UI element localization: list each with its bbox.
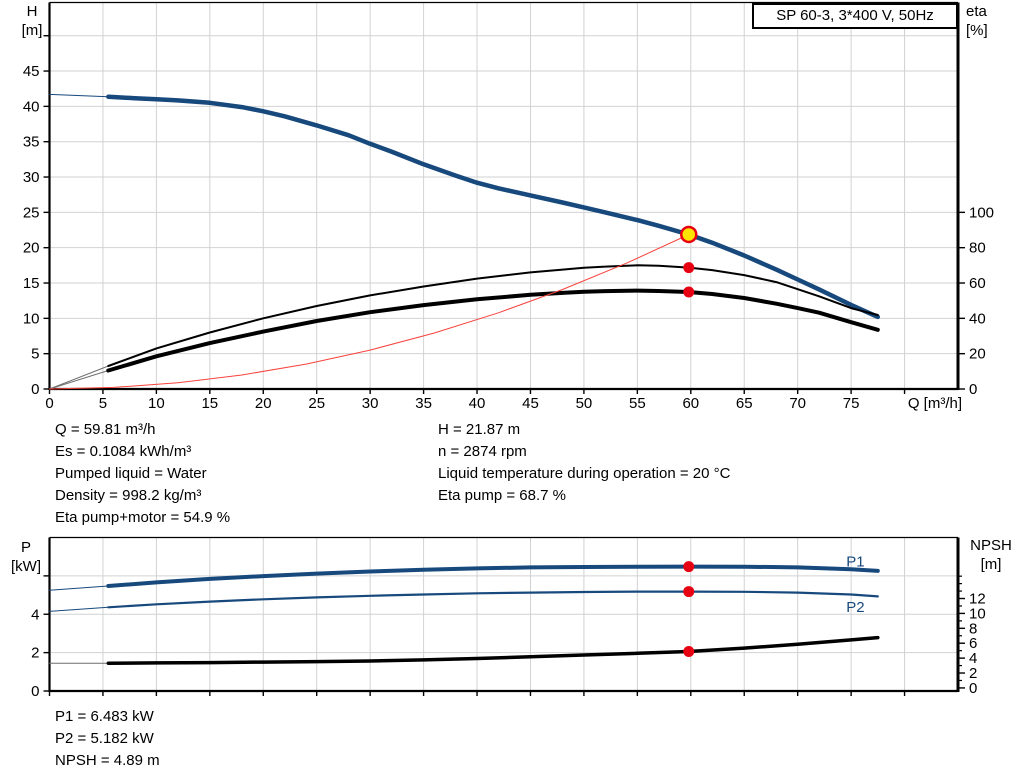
y-tick-label: 25: [23, 204, 40, 221]
info-line: Es = 0.1084 kWh/m³: [55, 443, 192, 460]
y-tick-label: 45: [23, 63, 40, 80]
x-tick-label: 25: [308, 395, 325, 412]
y-tick-label: 0: [31, 381, 39, 398]
y2-tick-label: 100: [969, 204, 994, 221]
p1-point-marker: [683, 561, 695, 573]
info-line: n = 2874 rpm: [438, 443, 527, 460]
info-line: Density = 998.2 kg/m³: [55, 487, 202, 504]
head-curve-extrapolation: [49, 93, 109, 98]
y2-tick-label: 0: [969, 680, 977, 697]
info-line: Q = 59.81 m³/h: [55, 421, 156, 438]
x-tick-label: 35: [415, 395, 432, 412]
y2-tick-label: 2: [969, 665, 977, 682]
npsh-point-marker: [683, 645, 695, 657]
info-line: Liquid temperature during operation = 20…: [438, 465, 731, 482]
p2-curve-extrapolation: [49, 606, 109, 612]
x-tick-label: 70: [789, 395, 806, 412]
y2-tick-label: 40: [969, 310, 986, 327]
y2-tick-label: 80: [969, 240, 986, 257]
y2-tick-label: 8: [969, 620, 977, 637]
power-npsh-info: P1 = 6.483 kW P2 = 5.182 kW NPSH = 4.89 m: [55, 706, 160, 772]
p-axis-label: P [kW]: [11, 539, 41, 575]
x-tick-label: 75: [843, 395, 860, 412]
system-curve: [49, 234, 690, 390]
h-axis-label: H [m]: [21, 3, 43, 39]
y-tick-label: 5: [31, 346, 39, 363]
npsh-curve: [106, 635, 880, 665]
info-line: Eta pump+motor = 54.9 %: [55, 509, 231, 526]
x-tick-label: 65: [736, 395, 753, 412]
info-line: Pumped liquid = Water: [55, 465, 207, 482]
p2-curve: [107, 590, 879, 609]
eta-axis-label: eta [%]: [966, 3, 988, 39]
info-line: P1 = 6.483 kW: [55, 708, 154, 725]
y-tick-label: 35: [23, 134, 40, 151]
y2-tick-label: 4: [969, 650, 977, 667]
p1-curve-extrapolation: [49, 585, 109, 591]
y-tick-label: 10: [23, 310, 40, 327]
curve-label-P1: P1: [846, 554, 864, 571]
x-tick-label: 0: [45, 395, 53, 412]
y-tick-label: 40: [23, 98, 40, 115]
pump-title-box: SP 60-3, 3*400 V, 50Hz: [752, 3, 958, 29]
head-curve: [106, 94, 881, 320]
x-tick-label: 10: [148, 395, 165, 412]
x-tick-label: 5: [99, 395, 107, 412]
info-line: P2 = 5.182 kW: [55, 730, 154, 747]
eta-pump-extrapolation: [49, 365, 109, 390]
p1-curve: [106, 564, 880, 588]
y-tick-label: 15: [23, 275, 40, 292]
y2-tick-label: 6: [969, 635, 977, 652]
x-tick-label: 60: [682, 395, 699, 412]
y2-tick-label: 0: [969, 381, 977, 398]
y-tick-label: 20: [23, 240, 40, 257]
x-tick-label: 50: [576, 395, 593, 412]
x-tick-label: 40: [469, 395, 486, 412]
y-tick-label: 4: [31, 606, 39, 623]
y2-tick-label: 10: [969, 605, 986, 622]
x-tick-label: 45: [522, 395, 539, 412]
y2-tick-label: 20: [969, 346, 986, 363]
y-tick-label: 30: [23, 169, 40, 186]
y2-tick-label: 60: [969, 275, 986, 292]
eta-pump-curve: [107, 264, 879, 367]
y-tick-label: 2: [31, 645, 39, 662]
info-line: NPSH = 4.89 m: [55, 752, 160, 769]
info-line: Eta pump = 68.7 %: [438, 487, 566, 504]
curve-label-P2: P2: [846, 599, 864, 616]
npsh-axis-label: NPSH [m]: [970, 537, 1012, 573]
x-axis-unit-label: Q [m³/h]: [908, 395, 962, 412]
duty-info-right: H = 21.87 m n = 2874 rpm Liquid temperatur…: [438, 419, 730, 507]
y-tick-label: 0: [31, 683, 39, 700]
x-tick-label: 15: [201, 395, 218, 412]
x-tick-label: 20: [255, 395, 272, 412]
eta-pump-motor-extrapolation: [49, 370, 109, 390]
info-line: H = 21.87 m: [438, 421, 521, 438]
y2-tick-label: 12: [969, 591, 986, 608]
duty-point-marker[interactable]: [680, 225, 698, 244]
duty-info-left: Q = 59.81 m³/h Es = 0.1084 kWh/m³ Pumped l…: [55, 419, 230, 529]
eta-pump-motor-point-marker: [683, 286, 695, 298]
p2-point-marker: [683, 586, 695, 598]
eta-pump-motor-curve: [106, 288, 880, 373]
eta-pump-point-marker: [683, 262, 695, 274]
x-tick-label: 30: [362, 395, 379, 412]
x-tick-label: 55: [629, 395, 646, 412]
